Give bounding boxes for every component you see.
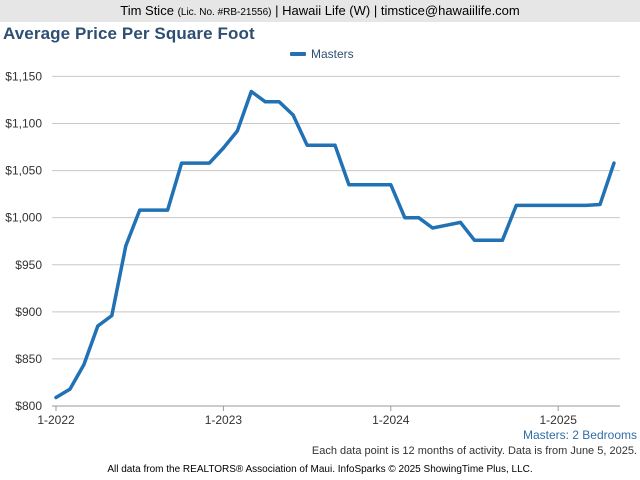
- series-layer: [54, 89, 616, 400]
- data-point: [263, 100, 267, 104]
- agent-contact: | Hawaii Life (W) | timstice@hawaiilife.…: [275, 3, 520, 18]
- data-point: [277, 100, 281, 104]
- chart-subtitle: Masters: 2 Bedrooms: [522, 428, 637, 442]
- legend-swatch-masters: [290, 52, 306, 56]
- data-point: [291, 113, 295, 117]
- data-point: [417, 216, 421, 220]
- y-tick-label: $850: [15, 352, 42, 366]
- x-tick-label: 1-2024: [372, 413, 410, 427]
- data-point: [584, 203, 588, 207]
- legend-label-masters: Masters: [311, 47, 354, 61]
- agent-license: (Lic. No. #RB-21556): [177, 7, 272, 18]
- data-point: [445, 223, 449, 227]
- data-point: [514, 203, 518, 207]
- data-point: [570, 203, 574, 207]
- data-credit: All data from the REALTORS® Association …: [107, 464, 533, 475]
- data-point: [333, 143, 337, 147]
- data-point: [459, 220, 463, 224]
- y-tick-label: $1,150: [5, 69, 42, 83]
- data-point: [68, 387, 72, 391]
- series-line-masters: [54, 89, 616, 400]
- y-tick-label: $950: [15, 258, 42, 272]
- x-tick-label: 1-2025: [540, 413, 578, 427]
- y-tick-label: $800: [15, 399, 42, 413]
- chart-title: Average Price Per Square Foot: [3, 24, 255, 43]
- data-point: [82, 363, 86, 367]
- x-tick-label: 1-2022: [37, 413, 75, 427]
- axis-layer: $800 $850 $900 $950 $1,000 $1,050 $1,100 $1,150…: [5, 69, 577, 427]
- y-tick-label: $900: [15, 305, 42, 319]
- agent-name: Tim Stice: [120, 3, 174, 18]
- data-point: [305, 143, 309, 147]
- data-point: [598, 202, 602, 206]
- data-point: [138, 208, 142, 212]
- data-point: [54, 396, 58, 400]
- data-point: [166, 208, 170, 212]
- chart-legend[interactable]: Masters: [290, 46, 354, 62]
- agent-header-bar: Tim Stice (Lic. No. #RB-21556) | Hawaii …: [0, 0, 640, 22]
- data-point: [249, 89, 253, 93]
- y-tick-label: $1,100: [5, 117, 42, 131]
- data-point: [431, 226, 435, 230]
- data-point: [486, 238, 490, 242]
- data-point: [180, 161, 184, 165]
- data-point: [473, 238, 476, 242]
- data-point: [110, 314, 114, 318]
- data-note: Each data point is 12 months of activity…: [311, 445, 637, 457]
- data-point: [375, 183, 379, 187]
- x-tick-label: 1-2023: [205, 413, 243, 427]
- data-point: [403, 216, 407, 220]
- y-tick-label: $1,050: [5, 164, 42, 178]
- data-point: [207, 161, 211, 165]
- data-point: [500, 238, 504, 242]
- data-point: [361, 183, 365, 187]
- y-tick-label: $1,000: [5, 211, 42, 225]
- data-point: [528, 203, 532, 207]
- data-point: [124, 244, 128, 248]
- data-point: [389, 183, 393, 187]
- grid-layer: [52, 75, 620, 407]
- data-point: [612, 161, 616, 165]
- data-point: [194, 161, 197, 165]
- data-point: [542, 203, 546, 207]
- data-point: [556, 203, 560, 207]
- data-point: [347, 183, 351, 187]
- data-point: [235, 129, 239, 133]
- data-point: [319, 143, 323, 147]
- data-point: [221, 146, 225, 150]
- data-point: [96, 324, 100, 328]
- data-point: [152, 208, 156, 212]
